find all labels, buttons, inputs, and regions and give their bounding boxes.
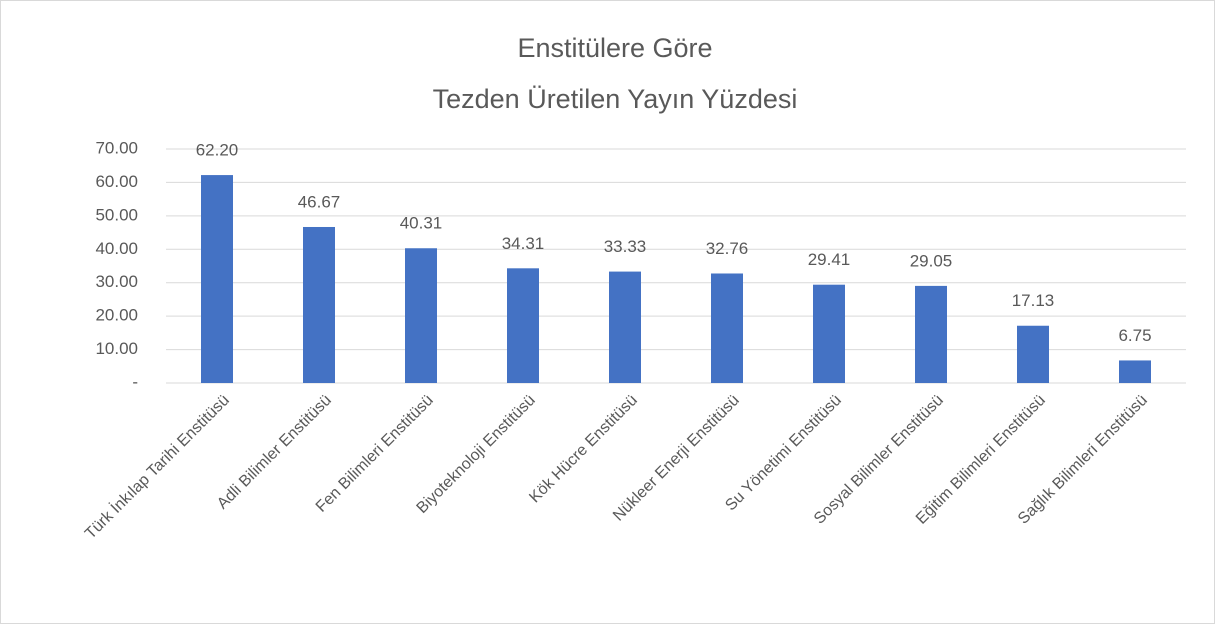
data-label: 32.76 <box>706 239 749 258</box>
y-tick-label: 10.00 <box>95 339 138 358</box>
y-tick-label: - <box>132 372 138 391</box>
bar <box>405 248 437 383</box>
y-tick-label: 50.00 <box>95 205 138 224</box>
data-label: 33.33 <box>604 237 647 256</box>
data-label: 34.31 <box>502 234 545 253</box>
data-label: 17.13 <box>1012 291 1055 310</box>
bar <box>507 268 539 383</box>
data-label: 46.67 <box>298 192 341 211</box>
bar <box>915 285 947 383</box>
y-tick-label: 40.00 <box>95 239 138 258</box>
data-label: 40.31 <box>400 214 443 233</box>
data-label: 62.20 <box>196 141 239 160</box>
data-label: 29.05 <box>910 251 953 270</box>
y-tick-label: 30.00 <box>95 272 138 291</box>
bar <box>1017 325 1049 383</box>
y-tick-label: 20.00 <box>95 306 138 325</box>
bar <box>303 226 335 383</box>
data-label: 29.41 <box>808 250 851 269</box>
bar <box>201 175 233 383</box>
chart-title: Tezden Üretilen Yayın Yüzdesi <box>433 84 798 114</box>
bar <box>813 284 845 383</box>
y-tick-label: 60.00 <box>95 172 138 191</box>
chart-title: Enstitülere Göre <box>517 33 712 63</box>
bar <box>1119 360 1151 383</box>
y-tick-label: 70.00 <box>95 138 138 157</box>
data-label: 6.75 <box>1118 326 1151 345</box>
bar <box>609 271 641 383</box>
bar <box>711 273 743 383</box>
